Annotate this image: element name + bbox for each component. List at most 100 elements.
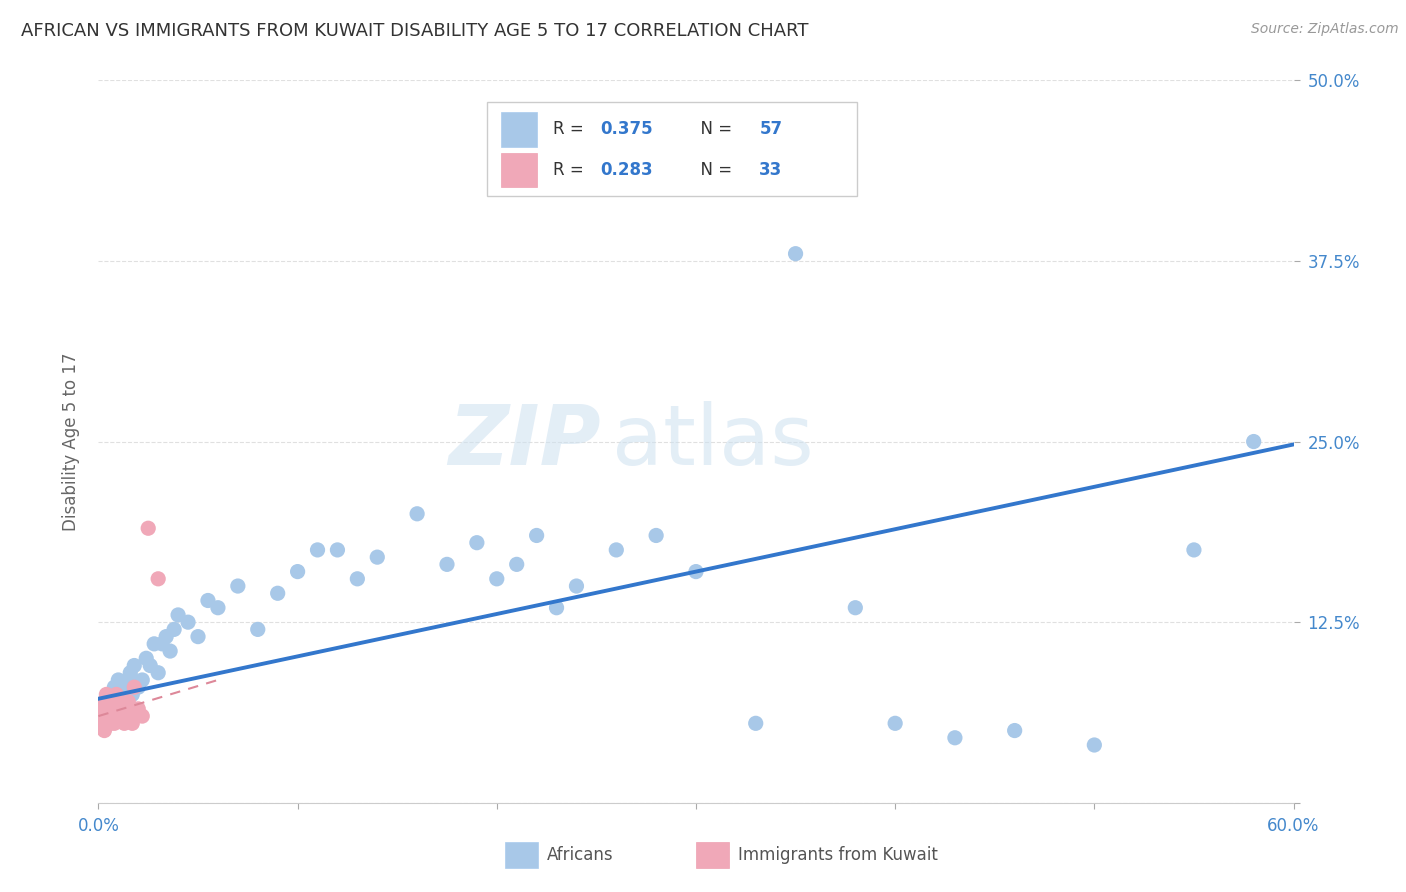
Text: Source: ZipAtlas.com: Source: ZipAtlas.com	[1251, 22, 1399, 37]
Point	[645, 528, 668, 542]
Point	[101, 702, 124, 716]
Point	[148, 665, 170, 680]
Point	[98, 687, 122, 701]
Text: R =: R =	[553, 120, 589, 138]
Point	[97, 716, 120, 731]
Point	[117, 673, 139, 687]
Point	[287, 565, 309, 579]
Point	[103, 716, 125, 731]
Point	[1083, 738, 1105, 752]
Point	[115, 680, 138, 694]
Point	[127, 702, 149, 716]
Point	[120, 709, 142, 723]
Point	[107, 709, 129, 723]
Point	[98, 716, 122, 731]
Text: 57: 57	[759, 120, 782, 138]
Text: 0.283: 0.283	[600, 161, 652, 179]
Point	[107, 695, 129, 709]
Point	[565, 579, 588, 593]
Point	[745, 716, 768, 731]
Point	[111, 695, 134, 709]
Point	[135, 651, 157, 665]
Point	[685, 565, 707, 579]
Bar	[501, 112, 537, 147]
Point	[93, 709, 115, 723]
Point	[148, 572, 170, 586]
Point	[187, 630, 209, 644]
Point	[124, 658, 146, 673]
Point	[785, 246, 807, 260]
Point	[159, 644, 181, 658]
FancyBboxPatch shape	[486, 102, 858, 196]
Point	[105, 702, 128, 716]
Point	[127, 680, 149, 694]
Point	[136, 521, 159, 535]
Point	[110, 687, 132, 701]
Point	[91, 702, 114, 716]
Point	[93, 695, 115, 709]
Point	[267, 586, 290, 600]
Point	[96, 716, 118, 731]
Point	[120, 665, 142, 680]
Text: ZIP: ZIP	[447, 401, 600, 482]
Point	[131, 673, 153, 687]
Point	[107, 673, 129, 687]
Point	[1182, 542, 1205, 557]
Text: N =: N =	[690, 120, 737, 138]
Bar	[696, 842, 730, 868]
Point	[943, 731, 966, 745]
Point	[121, 687, 143, 701]
Text: Immigrants from Kuwait: Immigrants from Kuwait	[738, 846, 938, 863]
Point	[346, 572, 368, 586]
Point	[105, 687, 128, 701]
Text: 0.375: 0.375	[600, 120, 652, 138]
Point	[103, 702, 125, 716]
Point	[96, 687, 118, 701]
Point	[884, 716, 907, 731]
Point	[163, 623, 186, 637]
Point	[111, 709, 134, 723]
Point	[143, 637, 166, 651]
Point	[207, 600, 229, 615]
Point	[226, 579, 249, 593]
Text: 33: 33	[759, 161, 783, 179]
Point	[93, 723, 115, 738]
Point	[546, 600, 568, 615]
Point	[1004, 723, 1026, 738]
Text: N =: N =	[690, 161, 737, 179]
Text: AFRICAN VS IMMIGRANTS FROM KUWAIT DISABILITY AGE 5 TO 17 CORRELATION CHART: AFRICAN VS IMMIGRANTS FROM KUWAIT DISABI…	[21, 22, 808, 40]
Point	[91, 716, 114, 731]
Point	[506, 558, 529, 572]
Point	[103, 680, 125, 694]
Point	[121, 716, 143, 731]
Point	[89, 709, 111, 723]
Text: R =: R =	[553, 161, 589, 179]
Point	[485, 572, 508, 586]
Point	[101, 709, 124, 723]
Point	[124, 680, 146, 694]
Point	[98, 709, 122, 723]
Point	[101, 687, 124, 701]
Point	[307, 542, 329, 557]
Point	[150, 637, 173, 651]
Point	[406, 507, 429, 521]
Point	[96, 702, 118, 716]
Point	[112, 716, 135, 731]
Point	[139, 658, 162, 673]
Point	[117, 695, 139, 709]
Point	[110, 702, 132, 716]
Point	[326, 542, 349, 557]
Point	[197, 593, 219, 607]
Point	[465, 535, 488, 549]
Text: atlas: atlas	[613, 401, 814, 482]
Point	[1243, 434, 1265, 449]
Point	[131, 709, 153, 723]
Point	[177, 615, 200, 630]
Text: Africans: Africans	[547, 846, 613, 863]
Point	[97, 709, 120, 723]
Point	[366, 550, 388, 565]
Bar	[505, 842, 538, 868]
Point	[96, 695, 118, 709]
Point	[112, 702, 135, 716]
Point	[436, 558, 458, 572]
